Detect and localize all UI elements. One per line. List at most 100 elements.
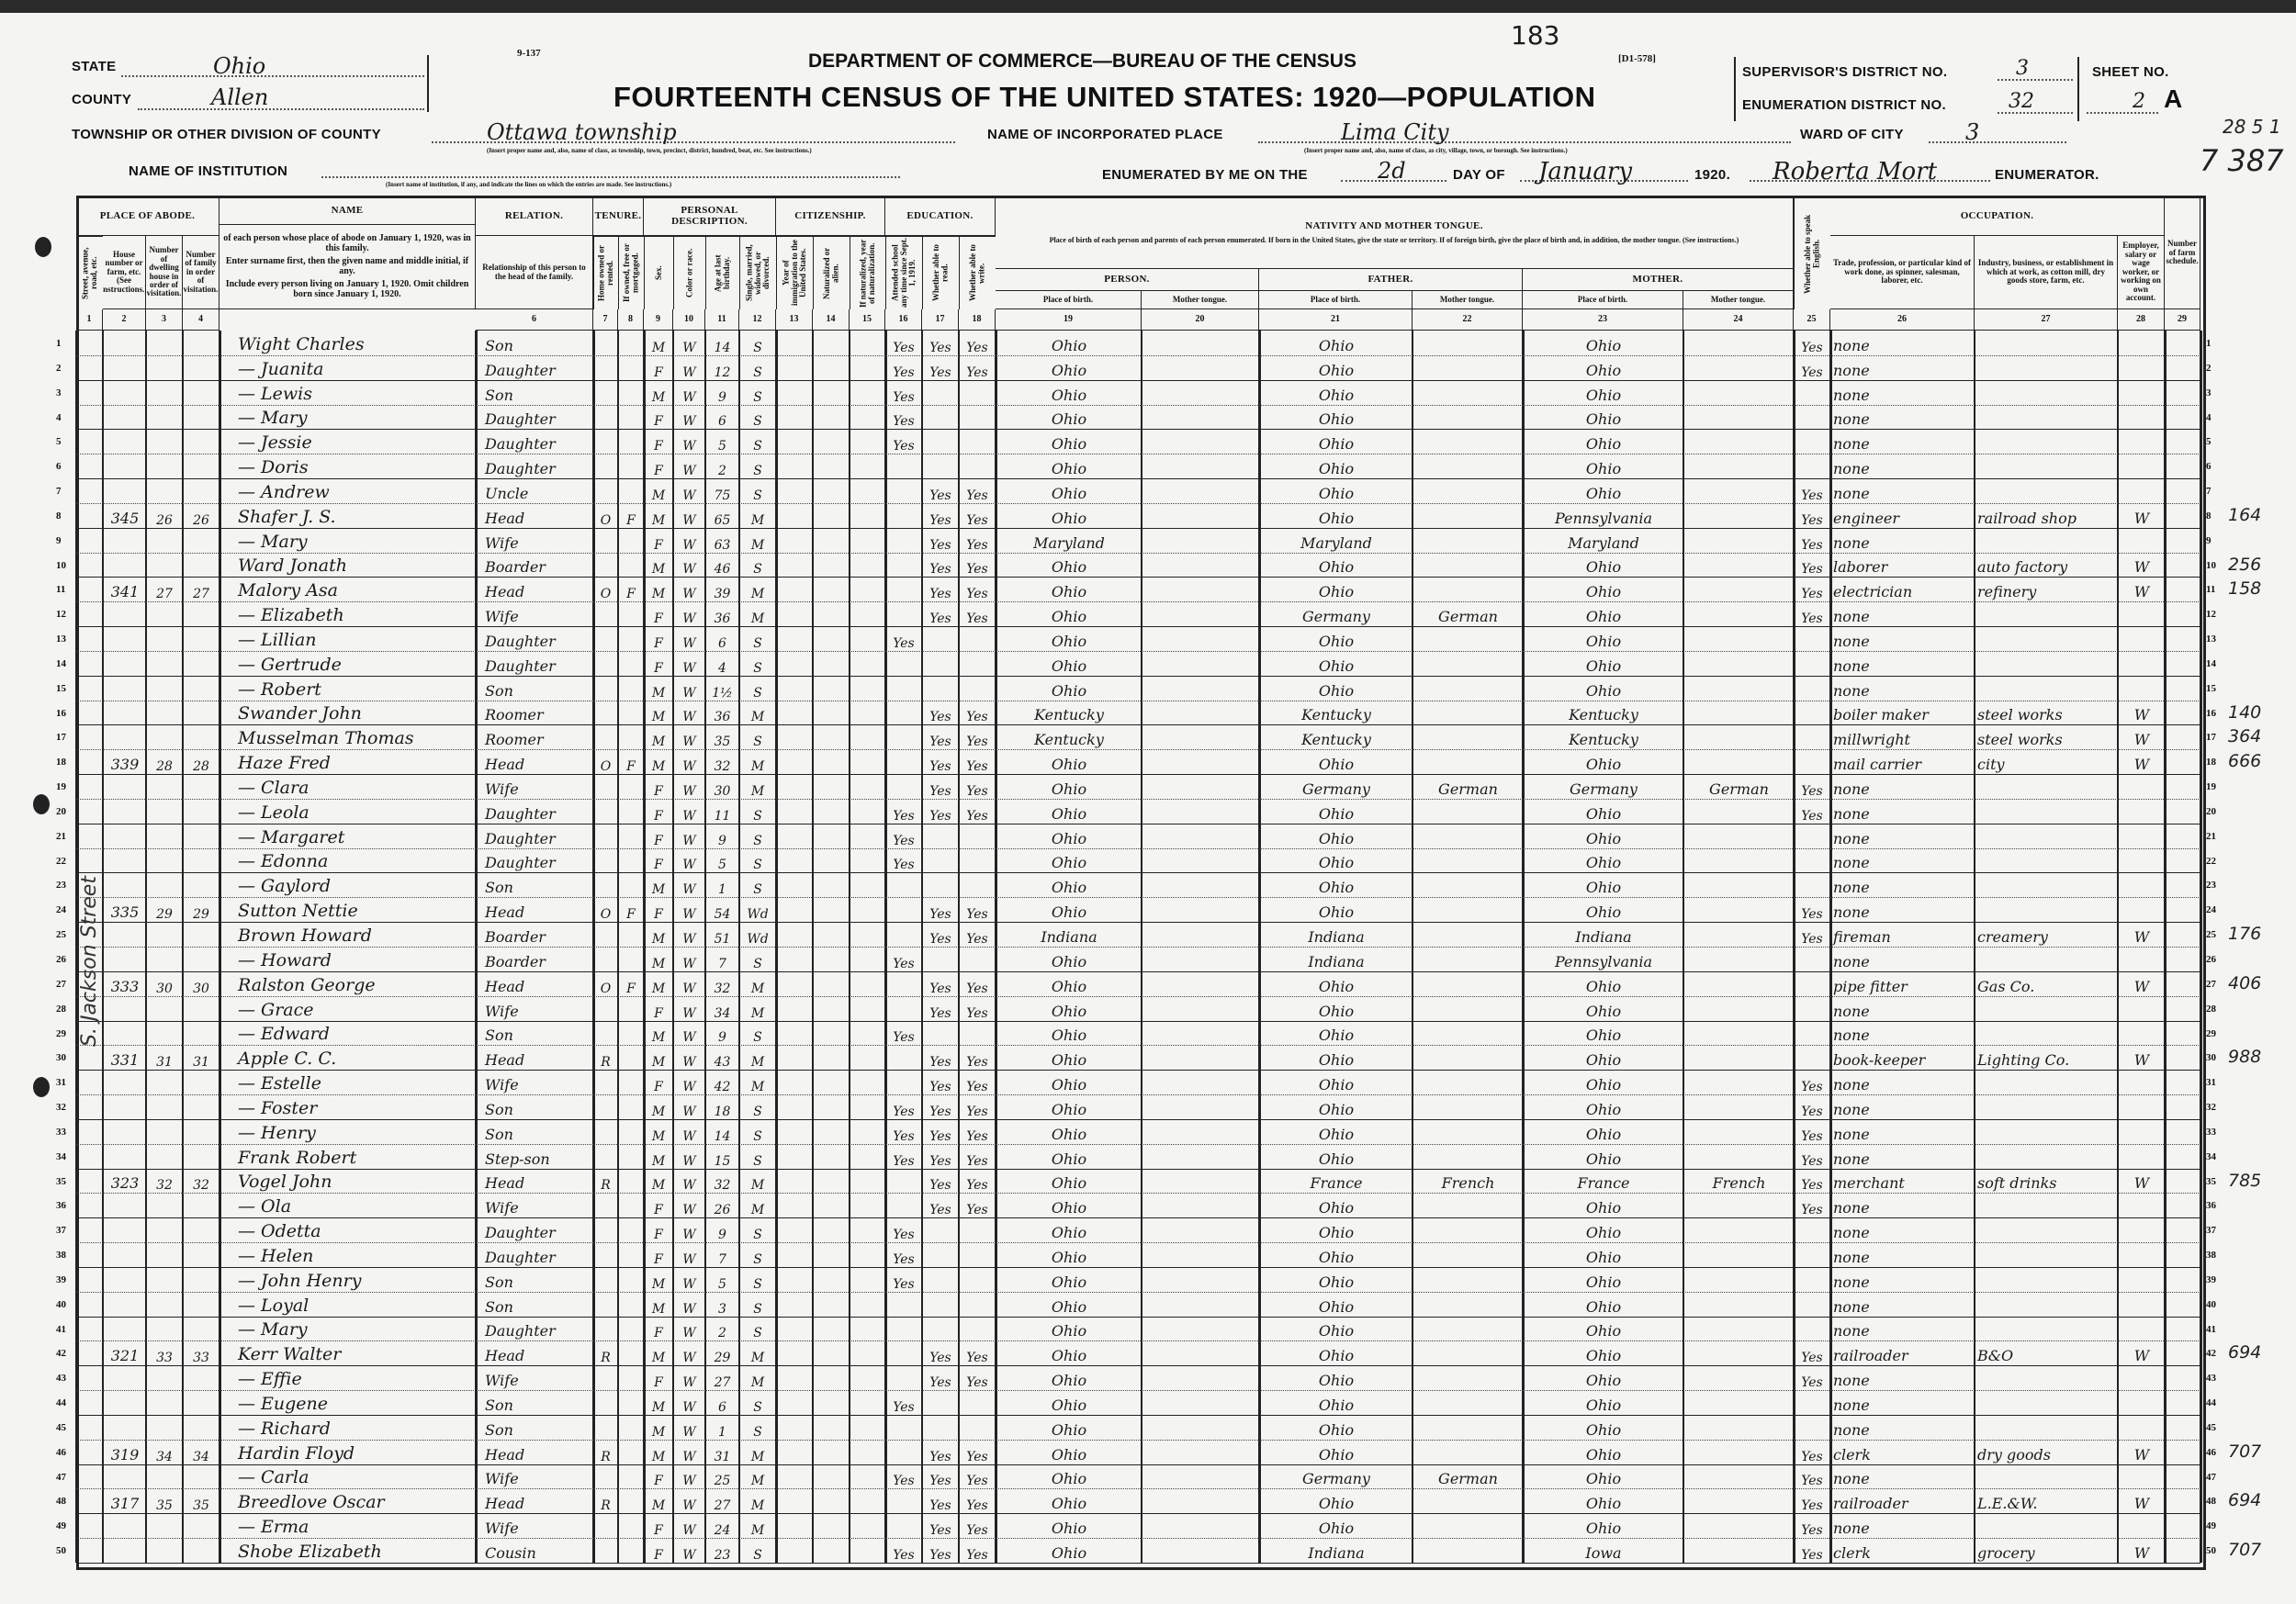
cell-col-26: none (1833, 632, 1870, 650)
cell-col-26: clerk (1833, 1445, 1871, 1464)
table-row: — Carla Wife F W 25 M Yes Yes Yes Ohio Germany Germ… (76, 1464, 2200, 1489)
cell-col-21: Ohio (1318, 1224, 1355, 1242)
cell-col-12: M (750, 1055, 765, 1071)
form-number: 9-137 (517, 48, 541, 59)
row-number: 27 (56, 978, 66, 990)
cell-col-5: Brown Howard (238, 925, 372, 946)
cell-col-21: Ohio (1318, 1051, 1355, 1070)
cell-col-23: Ohio (1585, 681, 1622, 700)
year-label: 1920. (1694, 167, 1731, 183)
table-row: — Howard Boarder M W 7 S Yes Ohio Indiana Pennsyl… (76, 947, 2200, 971)
row-number: 25 (56, 929, 66, 941)
cell-col-11: 7 (718, 1251, 726, 1267)
cell-col-10: W (682, 1228, 696, 1243)
column-number-23: 23 (1523, 309, 1683, 331)
cell-col-11: 42 (714, 1080, 731, 1095)
cell-col-21: Ohio (1318, 1445, 1355, 1464)
cell-col-18: Yes (966, 537, 988, 553)
column-header-18: Whether able to write. (959, 236, 996, 309)
cell-col-5: Vogel John (238, 1172, 332, 1193)
row-divider (76, 1563, 2200, 1564)
cell-col-18: Yes (966, 735, 988, 750)
row-number: 43 (2206, 1373, 2216, 1385)
cell-col-16: Yes (893, 1128, 915, 1144)
cell-col-21: Germany (1302, 780, 1370, 798)
department-title: DEPARTMENT OF COMMERCE—BUREAU OF THE CEN… (808, 50, 1356, 72)
cell-col-28: W (2133, 1445, 2150, 1464)
cell-col-18: Yes (966, 587, 988, 602)
cell-col-23: Kentucky (1569, 731, 1638, 749)
row-number: 11 (2206, 584, 2216, 596)
cell-col-10: W (682, 1276, 696, 1292)
cell-col-9: M (651, 931, 666, 947)
ward-value: 3 (1965, 119, 1980, 145)
cell-col-18: Yes (966, 1375, 988, 1391)
cell-col-7: R (601, 1055, 611, 1071)
cell-col-21: Ohio (1318, 681, 1355, 700)
cell-col-9: M (651, 685, 666, 701)
cell-col-19: Ohio (1051, 509, 1087, 527)
cell-col-5: — Odetta (238, 1221, 321, 1242)
table-row: — Margaret Daughter F W 9 S Yes Ohio Ohio Ohio non… (76, 824, 2200, 848)
cell-col-26: none (1833, 608, 1870, 626)
cell-col-12: M (750, 1498, 765, 1514)
row-number: 16 (56, 707, 66, 719)
cell-col-16: Yes (893, 340, 915, 355)
cell-col-9: M (651, 1301, 666, 1317)
table-row: — Juanita Daughter F W 12 S Yes Yes Yes Ohio Ohio O… (76, 355, 2200, 380)
table-row: 323 32 32 Vogel John Head R M W 32 M Yes Yes Ohio Fra… (76, 1169, 2200, 1193)
cell-col-12: S (753, 660, 762, 676)
cell-col-17: Yes (929, 512, 951, 528)
cell-col-27: Gas Co. (1977, 977, 2035, 995)
row-number: 31 (56, 1077, 66, 1089)
column-number-21: 21 (1259, 309, 1412, 331)
table-row: — Lillian Daughter F W 6 S Yes Ohio Ohio Ohio none (76, 626, 2200, 651)
row-number: 14 (2206, 657, 2216, 669)
column-header-15: If naturalized, year of naturalization. (850, 236, 885, 309)
cell-col-19: Ohio (1051, 608, 1087, 626)
cell-col-21: Ohio (1318, 583, 1355, 601)
row-number: 13 (56, 634, 66, 645)
cell-col-9: M (651, 1351, 666, 1366)
cell-col-10: W (682, 1005, 696, 1021)
ward-label: WARD OF CITY (1800, 127, 1904, 142)
row-number: 7 (56, 486, 62, 498)
cell-col-11: 6 (718, 414, 726, 430)
cell-col-26: mail carrier (1833, 756, 1922, 774)
row-number: 12 (56, 609, 66, 621)
row-number: 16 (2206, 707, 2216, 719)
column-number-16: 16 (885, 309, 922, 331)
table-row: Musselman Thomas Roomer M W 35 S Yes Yes Kentuck… (76, 724, 2200, 749)
cell-col-18: Yes (966, 1104, 988, 1119)
cell-col-26: none (1833, 1248, 1870, 1266)
cell-col-5: Ralston George (238, 974, 376, 995)
cell-col-5: Swander John (238, 703, 362, 724)
row-divider (76, 1118, 2200, 1120)
cell-col-16: Yes (893, 858, 915, 873)
cell-col-19: Ohio (1051, 558, 1087, 577)
row-number: 14 (56, 657, 66, 669)
column-header-9: Sex. (644, 236, 673, 309)
cell-col-26: none (1833, 1026, 1870, 1045)
cell-col-21: Ohio (1318, 1002, 1355, 1020)
cell-col-18: Yes (966, 611, 988, 627)
cell-col-12: S (753, 685, 762, 701)
institution-note: (Insert name of institution, if any, and… (386, 181, 672, 188)
cell-col-19: Ohio (1051, 1297, 1087, 1316)
column-header-28: Employer, salary or wage worker, or work… (2118, 236, 2165, 309)
row-divider (76, 1488, 2200, 1490)
cell-col-11: 29 (714, 1351, 731, 1366)
cell-col-26: none (1833, 1520, 1870, 1538)
cell-col-6: Daughter (485, 1248, 556, 1266)
cell-col-25: Yes (1801, 1474, 1823, 1489)
cell-col-10: W (682, 389, 696, 405)
cell-col-5: Apple C. C. (238, 1049, 337, 1070)
cell-col-4: 34 (193, 1449, 209, 1464)
margin-note: 694 (2228, 1342, 2262, 1363)
cell-col-10: W (682, 1104, 696, 1119)
cell-col-10: W (682, 783, 696, 799)
cell-col-9: F (654, 1251, 663, 1267)
row-number: 24 (56, 904, 66, 916)
row-divider (76, 922, 2200, 924)
header-group-nativity: NATIVITY AND MOTHER TONGUE. Place of birt… (996, 197, 1794, 269)
